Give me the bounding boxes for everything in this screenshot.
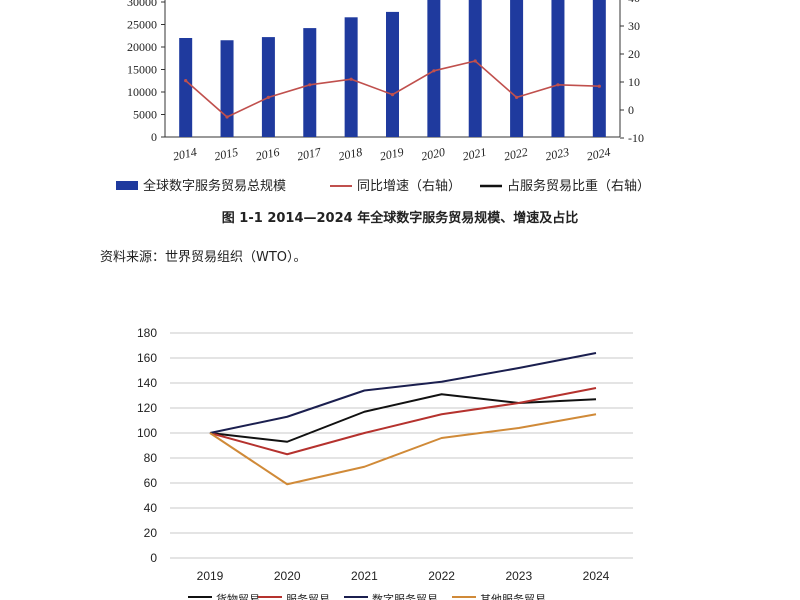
- chart1-left-tick-label: 15000: [127, 63, 157, 77]
- chart1-growth-point: [308, 83, 312, 87]
- chart1-right-tick-label: 0: [628, 103, 634, 117]
- chart1-bar: [510, 0, 524, 137]
- chart1-left-tick-label: 25000: [127, 18, 157, 32]
- chart2-y-tick-label: 60: [144, 476, 158, 490]
- digital-trade-bar-line-chart: 0 5000 10000 15000 20000 25000 30000 -10 0 10 20 30…: [127, 0, 644, 163]
- chart2-x-tick-label: 2022: [428, 569, 455, 583]
- chart1-growth-point: [597, 84, 601, 88]
- chart1-growth-point: [473, 59, 477, 63]
- chart1-bar: [551, 0, 565, 137]
- chart1-right-tick-label: 30: [628, 19, 640, 33]
- chart1-x-tick-label: 2015: [213, 145, 239, 164]
- chart1-left-tick-label: 10000: [127, 85, 157, 99]
- chart1-growth-point: [225, 115, 229, 119]
- chart1-x-tick-label: 2024: [585, 145, 611, 164]
- chart2-series-line: [209, 387, 597, 456]
- chart1-bar: [592, 0, 606, 137]
- chart1-growth-point: [556, 83, 560, 87]
- chart1-x-tick-label: 2017: [296, 145, 323, 164]
- chart1-growth-point: [432, 69, 436, 73]
- chart2-x-tick-label: 2019: [197, 569, 224, 583]
- chart1-left-tick-label: 20000: [127, 40, 157, 54]
- chart1-bar: [303, 28, 317, 138]
- chart2-y-tick-label: 40: [144, 501, 158, 515]
- chart1-growth-point: [349, 77, 353, 81]
- chart1-left-tick-label: 0: [151, 130, 157, 144]
- chart2-x-tick-label: 2024: [583, 569, 610, 583]
- legend2-label: 服务贸易: [286, 593, 330, 600]
- chart1-right-tick-label: 10: [628, 75, 640, 89]
- chart1-x-tick-label: 2018: [337, 145, 363, 164]
- chart1-left-tick-label: 30000: [127, 0, 157, 9]
- chart1-x-tick-label: 2019: [378, 145, 404, 164]
- legend1-label: 占服务贸易比重（右轴）: [507, 178, 650, 194]
- chart2-x-tick-label: 2023: [505, 569, 532, 583]
- chart2-y-tick-label: 180: [137, 326, 157, 340]
- chart2-series-line: [209, 413, 597, 486]
- chart1-x-tick-label: 2020: [420, 145, 446, 164]
- chart1-x-tick-label: 2021: [461, 145, 487, 164]
- chart1-x-tick-label: 2014: [172, 145, 198, 164]
- chart2-y-tick-label: 20: [144, 526, 158, 540]
- chart2-legend: 货物贸易 服务贸易 数字服务贸易 其他服务贸易: [188, 592, 546, 600]
- chart1-right-tick-label: 20: [628, 47, 640, 61]
- chart2-y-tick-label: 120: [137, 401, 157, 415]
- chart2-y-tick-label: 140: [137, 376, 157, 390]
- chart2-x-tick-label: 2020: [274, 569, 301, 583]
- chart1-bar: [261, 37, 275, 137]
- chart2-series-line: [209, 352, 597, 434]
- chart1-growth-point: [390, 93, 395, 97]
- chart1-bar: [468, 0, 482, 137]
- chart2-y-tick-label: 80: [144, 451, 158, 465]
- legend1-swatch-bar: [116, 181, 138, 190]
- trade-index-line-chart: 0 20 40 60 80 100 120 140 160 180 2019 2020 2021 2022…: [137, 326, 633, 583]
- chart1-left-tick-label: 5000: [133, 108, 157, 122]
- chart2-y-tick-label: 0: [150, 551, 157, 565]
- legend1-label: 全球数字服务贸易总规模: [143, 178, 286, 194]
- chart1-bar: [344, 17, 358, 137]
- legend2-label: 货物贸易: [216, 592, 260, 600]
- chart2-y-tick-label: 160: [137, 351, 157, 365]
- chart1-growth-point: [514, 95, 519, 99]
- chart1-right-tick-label: -10: [628, 131, 644, 145]
- source-note: 资料来源：世界贸易组织（WTO）。: [100, 250, 307, 265]
- legend2-label: 其他服务贸易: [480, 593, 546, 600]
- chart1-right-tick-label: 40: [628, 0, 640, 5]
- chart2-series-line: [209, 393, 597, 443]
- chart1-growth-point: [184, 79, 188, 83]
- chart2-y-tick-label: 100: [137, 426, 157, 440]
- chart1-x-tick-label: 2023: [544, 145, 570, 164]
- chart1-bar: [179, 38, 193, 137]
- chart1-legend: 全球数字服务贸易总规模 同比增速（右轴） 占服务贸易比重（右轴）: [116, 178, 650, 194]
- figure-caption: 图 1-1 2014—2024 年全球数字服务贸易规模、增速及占比: [221, 211, 579, 226]
- legend1-label: 同比增速（右轴）: [357, 179, 461, 194]
- chart1-bar: [427, 0, 441, 137]
- chart2-x-tick-label: 2021: [351, 569, 378, 583]
- chart1-bar: [386, 11, 399, 137]
- chart1-x-tick-label: 2022: [503, 145, 529, 164]
- chart1-growth-point: [266, 95, 271, 99]
- chart1-bar: [220, 40, 234, 137]
- legend2-label: 数字服务贸易: [372, 592, 438, 600]
- chart1-x-tick-label: 2016: [254, 145, 280, 164]
